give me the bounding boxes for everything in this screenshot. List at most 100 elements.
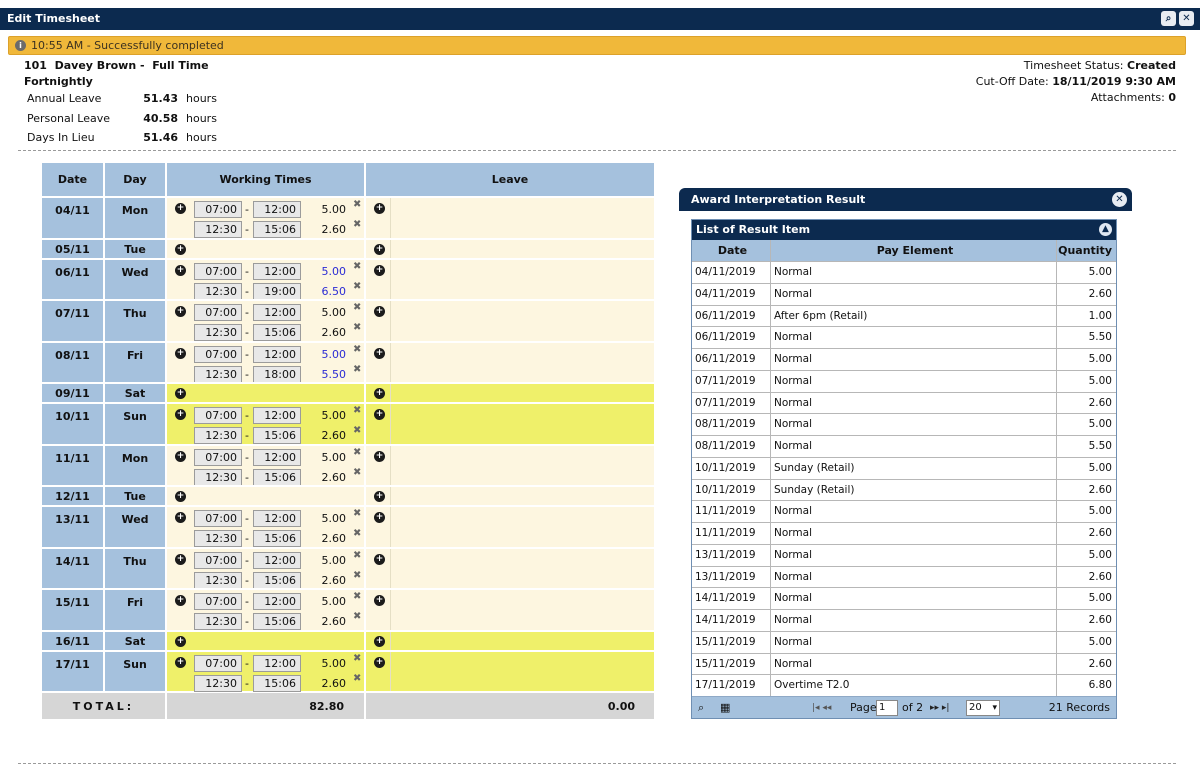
- start-time-input[interactable]: 07:00: [194, 262, 242, 280]
- end-time-input[interactable]: 12:00: [253, 510, 301, 527]
- add-circle-icon[interactable]: +: [175, 409, 186, 420]
- end-time-input[interactable]: 12:00: [253, 304, 301, 321]
- add-circle-icon[interactable]: +: [175, 656, 186, 668]
- add-circle-icon[interactable]: +: [175, 491, 186, 502]
- add-circle-icon[interactable]: +: [175, 203, 186, 214]
- maximize-icon[interactable]: ⌕: [1161, 11, 1176, 26]
- start-time-input[interactable]: 12:30: [194, 324, 242, 341]
- end-time-input[interactable]: 12:00: [253, 262, 301, 280]
- end-time-input[interactable]: 12:00: [253, 345, 301, 363]
- end-time-input[interactable]: 15:06: [253, 468, 301, 486]
- add-circle-icon[interactable]: +: [374, 512, 385, 523]
- add-circle-icon[interactable]: +: [175, 595, 186, 606]
- close-icon[interactable]: ✕: [1112, 192, 1127, 207]
- start-time-input[interactable]: 12:30: [194, 613, 242, 630]
- add-circle-icon[interactable]: +: [374, 635, 385, 647]
- start-time-input[interactable]: 07:00: [194, 448, 242, 466]
- delete-x-icon[interactable]: ✖: [353, 280, 362, 292]
- search-icon[interactable]: ⌕: [698, 701, 705, 714]
- start-time-input[interactable]: 07:00: [194, 304, 242, 321]
- add-circle-icon[interactable]: +: [175, 347, 186, 359]
- end-time-input[interactable]: 18:00: [253, 365, 301, 383]
- end-time-input[interactable]: 12:00: [253, 407, 301, 424]
- end-time-input[interactable]: 15:06: [253, 674, 301, 692]
- start-time-input[interactable]: 07:00: [194, 407, 242, 424]
- end-time-input[interactable]: 15:06: [253, 324, 301, 341]
- delete-x-icon[interactable]: ✖: [353, 672, 362, 684]
- first-prev-page-icon[interactable]: |◂ ◂◂: [812, 703, 832, 713]
- add-circle-icon[interactable]: +: [374, 656, 385, 668]
- add-circle-icon[interactable]: +: [175, 243, 186, 255]
- add-circle-icon[interactable]: +: [374, 264, 385, 276]
- end-time-input[interactable]: 19:00: [253, 282, 301, 300]
- add-circle-icon[interactable]: +: [374, 347, 385, 359]
- end-time-input[interactable]: 12:00: [253, 593, 301, 610]
- end-time-input[interactable]: 15:06: [253, 571, 301, 589]
- delete-x-icon[interactable]: ✖: [353, 302, 362, 313]
- delete-x-icon[interactable]: ✖: [353, 199, 362, 210]
- start-time-input[interactable]: 12:30: [194, 365, 242, 383]
- delete-x-icon[interactable]: ✖: [353, 528, 362, 539]
- delete-x-icon[interactable]: ✖: [353, 611, 362, 622]
- add-circle-icon[interactable]: +: [175, 306, 186, 317]
- page-input[interactable]: 1: [876, 700, 898, 716]
- delete-x-icon[interactable]: ✖: [353, 322, 362, 333]
- start-time-input[interactable]: 07:00: [194, 654, 242, 672]
- delete-x-icon[interactable]: ✖: [353, 569, 362, 581]
- close-window-icon[interactable]: ✕: [1179, 11, 1194, 26]
- delete-x-icon[interactable]: ✖: [353, 363, 362, 375]
- start-time-input[interactable]: 07:00: [194, 510, 242, 527]
- start-time-input[interactable]: 07:00: [194, 201, 242, 218]
- delete-x-icon[interactable]: ✖: [353, 405, 362, 416]
- add-circle-icon[interactable]: +: [374, 409, 385, 420]
- add-circle-icon[interactable]: +: [175, 512, 186, 523]
- start-time-input[interactable]: 07:00: [194, 345, 242, 363]
- start-time-input[interactable]: 12:30: [194, 530, 242, 547]
- add-circle-icon[interactable]: +: [175, 388, 186, 399]
- add-circle-icon[interactable]: +: [175, 635, 186, 647]
- add-circle-icon[interactable]: +: [175, 450, 186, 462]
- timesheet-grid: Date Day Working Times Leave 04/11 Mon +07…: [42, 163, 654, 719]
- add-circle-icon[interactable]: +: [374, 306, 385, 317]
- grid-icon[interactable]: ▦: [720, 701, 731, 714]
- delete-x-icon[interactable]: ✖: [353, 219, 362, 230]
- add-circle-icon[interactable]: +: [374, 553, 385, 565]
- attachments-value[interactable]: 0: [1168, 91, 1176, 104]
- add-circle-icon[interactable]: +: [374, 491, 385, 502]
- start-time-input[interactable]: 12:30: [194, 282, 242, 300]
- add-circle-icon[interactable]: +: [374, 595, 385, 606]
- delete-x-icon[interactable]: ✖: [353, 549, 362, 561]
- end-time-input[interactable]: 15:06: [253, 613, 301, 630]
- start-time-input[interactable]: 12:30: [194, 674, 242, 692]
- delete-x-icon[interactable]: ✖: [353, 466, 362, 478]
- delete-x-icon[interactable]: ✖: [353, 343, 362, 355]
- delete-x-icon[interactable]: ✖: [353, 652, 362, 664]
- delete-x-icon[interactable]: ✖: [353, 446, 362, 458]
- end-time-input[interactable]: 12:00: [253, 551, 301, 569]
- end-time-input[interactable]: 12:00: [253, 201, 301, 218]
- end-time-input[interactable]: 15:06: [253, 530, 301, 547]
- add-circle-icon[interactable]: +: [374, 203, 385, 214]
- add-circle-icon[interactable]: +: [175, 264, 186, 276]
- add-circle-icon[interactable]: +: [175, 553, 186, 565]
- end-time-input[interactable]: 12:00: [253, 448, 301, 466]
- delete-x-icon[interactable]: ✖: [353, 425, 362, 436]
- page-size-select[interactable]: 20 ▾: [966, 700, 1000, 716]
- end-time-input[interactable]: 15:06: [253, 427, 301, 444]
- end-time-input[interactable]: 15:06: [253, 221, 301, 238]
- start-time-input[interactable]: 12:30: [194, 571, 242, 589]
- start-time-input[interactable]: 12:30: [194, 427, 242, 444]
- add-circle-icon[interactable]: +: [374, 388, 385, 399]
- start-time-input[interactable]: 12:30: [194, 468, 242, 486]
- next-last-page-icon[interactable]: ▸▸ ▸|: [930, 703, 950, 713]
- delete-x-icon[interactable]: ✖: [353, 508, 362, 519]
- start-time-input[interactable]: 12:30: [194, 221, 242, 238]
- start-time-input[interactable]: 07:00: [194, 551, 242, 569]
- end-time-input[interactable]: 12:00: [253, 654, 301, 672]
- delete-x-icon[interactable]: ✖: [353, 260, 362, 272]
- add-circle-icon[interactable]: +: [374, 243, 385, 255]
- start-time-input[interactable]: 07:00: [194, 593, 242, 610]
- delete-x-icon[interactable]: ✖: [353, 591, 362, 602]
- collapse-up-icon[interactable]: ▲: [1099, 223, 1112, 236]
- add-circle-icon[interactable]: +: [374, 450, 385, 462]
